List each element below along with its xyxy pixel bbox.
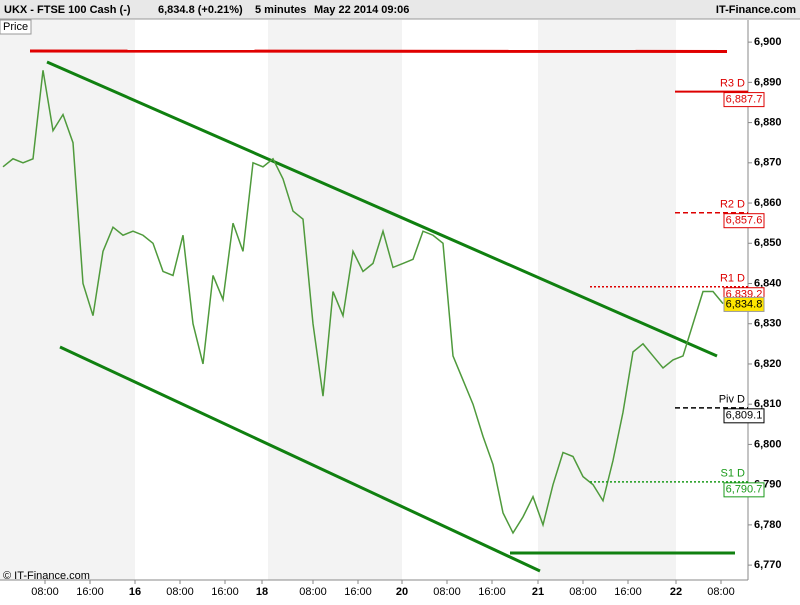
x-tick-label: 21 — [532, 586, 544, 598]
y-tick-label: 6,850 — [754, 237, 782, 249]
level-value: 6,809.1 — [726, 410, 763, 422]
panel-label-box — [0, 19, 32, 35]
y-tick-label: 6,880 — [754, 116, 782, 128]
trend-line-upper — [46, 60, 718, 358]
y-tick-label: 6,830 — [754, 318, 782, 330]
quote: 6,834.8 (+0.21%) — [158, 4, 243, 16]
y-tick-label: 6,860 — [754, 197, 782, 209]
header-bar — [0, 0, 800, 19]
x-tick-label: 16 — [129, 586, 141, 598]
day-band — [268, 20, 402, 580]
x-tick-label: 08:00 — [569, 586, 597, 598]
x-tick-label: 16:00 — [614, 586, 642, 598]
x-tick-label: 08:00 — [707, 586, 735, 598]
x-tick-label: 16:00 — [211, 586, 239, 598]
trend-line-lower — [59, 345, 541, 573]
y-tick-label: 6,810 — [754, 398, 782, 410]
y-tick-label: 6,890 — [754, 76, 782, 88]
level-value-box — [723, 408, 765, 424]
level-value: 6,887.7 — [726, 94, 763, 106]
y-tick-label: 6,900 — [754, 36, 782, 48]
level-value-box — [723, 92, 765, 108]
x-tick-label: 08:00 — [166, 586, 194, 598]
level-name: Piv D — [719, 394, 745, 406]
y-tick-label: 6,870 — [754, 157, 782, 169]
level-name: S1 D — [721, 468, 746, 480]
resistance-line — [29, 49, 728, 53]
x-tick-label: 16:00 — [478, 586, 506, 598]
x-tick-label: 16:00 — [344, 586, 372, 598]
level-value-box — [723, 213, 765, 229]
panel-label: Price — [3, 21, 28, 33]
last-price-box — [723, 296, 765, 312]
symbol: UKX - FTSE 100 Cash (-) — [4, 4, 131, 16]
level-value: 6,790.7 — [726, 484, 763, 496]
date: May 22 2014 09:06 — [314, 4, 409, 16]
level-name: R3 D — [720, 78, 745, 90]
x-tick-label: 18 — [256, 586, 268, 598]
x-tick-label: 22 — [670, 586, 682, 598]
last-price: 6,834.8 — [726, 298, 763, 310]
y-tick-label: 6,820 — [754, 358, 782, 370]
interval: 5 minutes — [255, 4, 306, 16]
brand: IT-Finance.com — [716, 4, 796, 16]
y-tick-label: 6,770 — [754, 559, 782, 571]
x-tick-label: 08:00 — [31, 586, 59, 598]
x-tick-label: 16:00 — [76, 586, 104, 598]
x-tick-label: 08:00 — [433, 586, 461, 598]
level-name: R2 D — [720, 199, 745, 211]
level-name: R1 D — [720, 273, 745, 285]
footer: © IT-Finance.com — [3, 570, 90, 582]
y-tick-label: 6,780 — [754, 519, 782, 531]
x-tick-label: 08:00 — [299, 586, 327, 598]
day-band — [538, 20, 676, 580]
y-tick-label: 6,800 — [754, 438, 782, 450]
x-tick-label: 20 — [396, 586, 408, 598]
price-line — [2, 70, 724, 535]
y-tick-label: 6,840 — [754, 277, 782, 289]
day-band — [0, 20, 135, 580]
level-value: 6,857.6 — [726, 215, 763, 227]
level-value-box — [723, 482, 765, 498]
